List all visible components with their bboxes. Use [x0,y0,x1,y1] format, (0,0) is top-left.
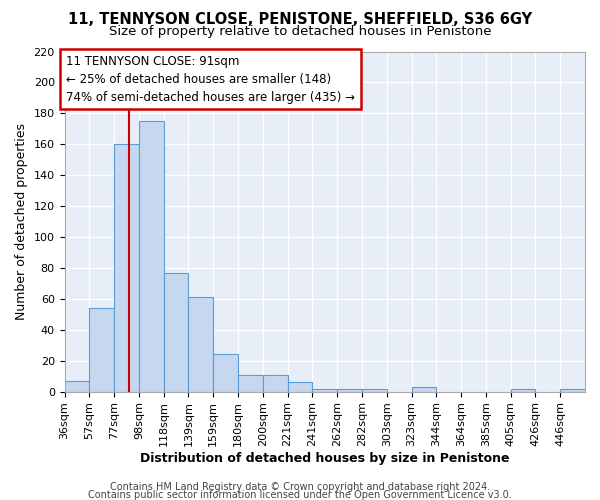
Text: 11 TENNYSON CLOSE: 91sqm
← 25% of detached houses are smaller (148)
74% of semi-: 11 TENNYSON CLOSE: 91sqm ← 25% of detach… [66,54,355,104]
X-axis label: Distribution of detached houses by size in Penistone: Distribution of detached houses by size … [140,452,509,465]
Bar [313,388,337,392]
Bar [287,382,313,392]
Bar [412,387,436,392]
Y-axis label: Number of detached properties: Number of detached properties [15,123,28,320]
Bar [511,388,535,392]
Bar [213,354,238,392]
Bar [188,298,213,392]
Bar [263,374,287,392]
Text: Contains HM Land Registry data © Crown copyright and database right 2024.: Contains HM Land Registry data © Crown c… [110,482,490,492]
Bar [238,374,263,392]
Bar [362,388,387,392]
Text: 11, TENNYSON CLOSE, PENISTONE, SHEFFIELD, S36 6GY: 11, TENNYSON CLOSE, PENISTONE, SHEFFIELD… [68,12,532,28]
Text: Contains public sector information licensed under the Open Government Licence v3: Contains public sector information licen… [88,490,512,500]
Bar [114,144,139,392]
Text: Size of property relative to detached houses in Penistone: Size of property relative to detached ho… [109,25,491,38]
Bar [89,308,114,392]
Bar [65,381,89,392]
Bar [337,388,362,392]
Bar [139,121,164,392]
Bar [164,272,188,392]
Bar [560,388,585,392]
